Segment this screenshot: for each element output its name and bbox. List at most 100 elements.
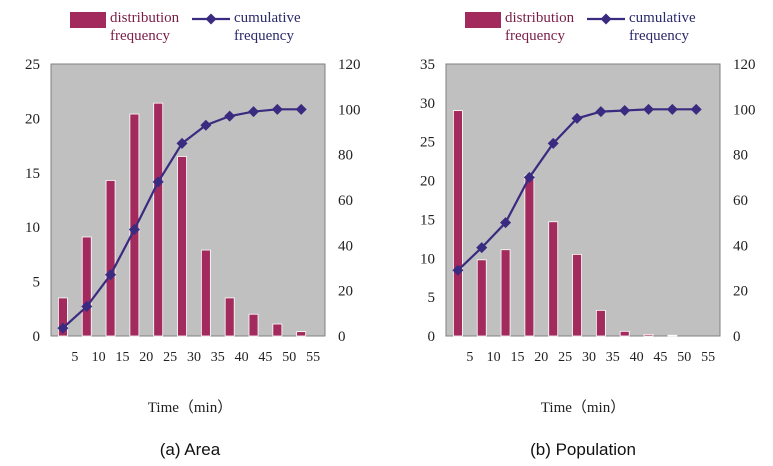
bar [272,323,283,337]
cumulative-point [523,171,535,183]
cumulative-point [690,103,702,115]
plot-area [445,63,721,337]
cumulative-point [295,103,307,115]
bar [595,309,606,337]
y-left-tick-label: 25 [25,57,40,73]
legend-bar-label: frequency [505,28,565,44]
y-left-tick-label: 30 [420,96,435,112]
x-tick-label: 15 [115,350,129,365]
bar [619,330,630,337]
cumulative-point [500,217,512,229]
legend-bar-label: distribution [110,10,180,26]
cumulative-point [152,176,164,188]
y-right-tick-label: 100 [338,102,361,118]
cumulative-point [666,103,678,115]
bar [177,156,187,337]
y-right-tick-label: 100 [733,102,756,118]
x-tick-label: 20 [139,350,153,365]
legend-line-marker [205,13,217,25]
legend-bar-swatch [70,12,106,28]
y-left-tick-label: 10 [25,220,40,236]
bar [643,334,654,337]
cumulative-point [271,103,283,115]
legend: distribution frequency cumulative frequency [465,10,696,44]
cumulative-point [176,137,188,149]
bar [476,259,487,337]
legend-bar-swatch [465,12,501,28]
bar [524,174,535,337]
bar [105,180,116,337]
cumulative-point [128,223,140,235]
y-right-tick-label: 80 [338,148,353,164]
cumulative-point [105,269,117,281]
y-left-tick-label: 0 [428,329,436,345]
y-left-tick-label: 15 [25,166,40,182]
bar [548,221,559,337]
x-tick-label: 25 [163,350,177,365]
bar [296,331,307,337]
legend-line-label: frequency [629,28,689,44]
y-left-tick-label: 10 [420,251,435,267]
cumulative-point [224,110,236,122]
x-axis-label: Time（min） [541,399,625,416]
x-tick-label: 30 [187,350,201,365]
bar [453,110,463,337]
x-tick-label: 50 [677,350,691,365]
y-left-tick-label: 25 [420,135,435,151]
x-axis-label: Time（min） [148,399,232,416]
y-left-tick-label: 20 [420,174,435,190]
x-tick-label: 55 [306,350,320,365]
x-tick-label: 45 [258,350,272,365]
x-tick-label: 40 [235,350,249,365]
x-tick-label: 45 [653,350,667,365]
bar [81,236,92,337]
chart-caption: (a) Area [160,440,221,459]
cumulative-point [643,103,655,115]
bar [572,253,582,337]
x-tick-label: 35 [211,350,225,365]
cumulative-point [547,137,559,149]
chart-panel: 0 5 10 15 20 25 0 20 40 60 80 100 120 5 10 15 20 25 30 35 40… [25,10,361,459]
x-tick-label: 10 [92,350,106,365]
y-left-tick-label: 0 [33,329,41,345]
y-right-tick-label: 80 [733,148,748,164]
y-right-tick-label: 40 [338,238,353,254]
x-tick-label: 5 [71,350,78,365]
bar [500,249,511,337]
y-right-tick-label: 0 [338,329,346,345]
y-right-tick-label: 60 [733,193,748,209]
cumulative-point [595,106,607,118]
cumulative-point [452,264,464,276]
cumulative-point [200,119,212,131]
legend-line-label: frequency [234,28,294,44]
x-tick-label: 35 [606,350,620,365]
cumulative-point [81,301,93,313]
y-left-tick-label: 20 [25,111,40,127]
y-left-tick-label: 5 [428,290,436,306]
bar [667,334,678,337]
y-right-tick-label: 60 [338,193,353,209]
bar [224,297,235,337]
plot-area [50,63,326,337]
cumulative-point [619,104,631,116]
y-right-tick-label: 120 [733,57,756,73]
bar [200,249,211,337]
chart-caption: (b) Population [530,440,636,459]
y-right-tick-label: 40 [733,238,748,254]
x-tick-label: 15 [510,350,524,365]
y-left-tick-label: 15 [420,212,435,228]
x-tick-label: 20 [534,350,548,365]
bar [153,102,164,337]
bar [248,313,259,337]
legend-line-label: cumulative [234,10,301,26]
y-right-tick-label: 20 [733,284,748,300]
legend: distribution frequency cumulative frequency [70,10,301,44]
y-right-tick-label: 20 [338,284,353,300]
x-tick-label: 55 [701,350,715,365]
y-left-tick-label: 35 [420,57,435,73]
y-left-tick-label: 5 [33,275,41,291]
legend-line-marker [600,13,612,25]
cumulative-point [57,322,69,334]
cumulative-point [248,106,260,118]
bar [58,297,68,337]
